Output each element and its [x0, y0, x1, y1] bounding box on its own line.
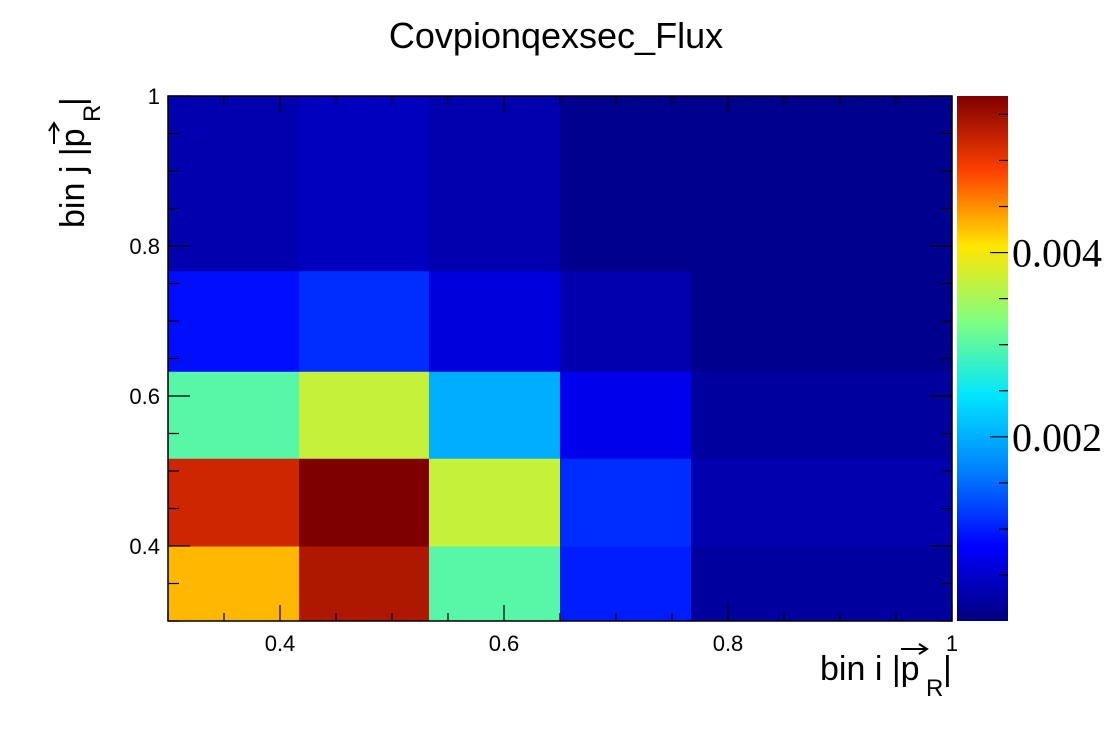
- heatmap-cell: [299, 546, 429, 622]
- svg-text:bin j |p: bin j |p: [54, 128, 92, 228]
- y-axis-title-symbol: p: [54, 128, 92, 147]
- y-axis-title-subscript: R: [79, 105, 106, 122]
- y-tick-label: 0.8: [129, 234, 160, 259]
- heatmap-cell: [429, 371, 561, 459]
- heatmap-cell: [429, 546, 561, 622]
- svg-text:bin i |p: bin i |p: [820, 650, 920, 688]
- heatmap-cell: [168, 458, 300, 546]
- heatmap-cell: [691, 546, 952, 622]
- chart-title: Covpionqexsec_Flux: [389, 15, 723, 56]
- x-axis-title-suffix: |: [943, 650, 952, 688]
- heatmap-cell: [168, 271, 300, 372]
- heatmap-cell: [560, 96, 692, 271]
- x-tick-label: 0.4: [265, 631, 296, 656]
- colorbar-tick-label: 0.004: [1012, 231, 1102, 276]
- heatmap-cell: [560, 271, 692, 372]
- heatmap-cell: [299, 458, 429, 546]
- heatmap-cell: [429, 271, 561, 372]
- x-axis-title-prefix: bin i |: [820, 650, 901, 688]
- y-axis-title: bin j |p R |: [49, 97, 106, 228]
- heatmap-cell: [560, 458, 692, 546]
- heatmap-cell: [429, 458, 561, 546]
- colorbar-tick-label: 0.002: [1012, 415, 1102, 460]
- colorbar: [957, 96, 1008, 621]
- heatmap-cell: [299, 371, 429, 459]
- heatmap-cell: [560, 546, 692, 622]
- x-tick-label: 0.8: [713, 631, 744, 656]
- y-tick-label: 1: [148, 84, 160, 109]
- heatmap-cell: [691, 96, 952, 271]
- heatmap-cell: [691, 271, 952, 372]
- heatmap-cell: [168, 371, 300, 459]
- heatmap-cells: [168, 96, 953, 622]
- heatmap-cell: [429, 96, 561, 271]
- x-axis-title: bin i |p R |: [820, 644, 952, 702]
- heatmap-cell: [691, 371, 952, 459]
- heatmap-cell: [299, 96, 429, 271]
- x-axis-title-subscript: R: [926, 675, 943, 702]
- heatmap-cell: [560, 371, 692, 459]
- heatmap-cell: [299, 271, 429, 372]
- y-tick-label: 0.4: [129, 534, 160, 559]
- y-axis-title-prefix: bin j |: [54, 147, 92, 228]
- heatmap-cell: [168, 96, 300, 271]
- x-tick-label: 0.6: [489, 631, 520, 656]
- x-axis-title-symbol: p: [901, 650, 920, 688]
- y-tick-label: 0.6: [129, 384, 160, 409]
- y-axis-title-suffix: |: [54, 97, 92, 106]
- heatmap-cell: [691, 458, 952, 546]
